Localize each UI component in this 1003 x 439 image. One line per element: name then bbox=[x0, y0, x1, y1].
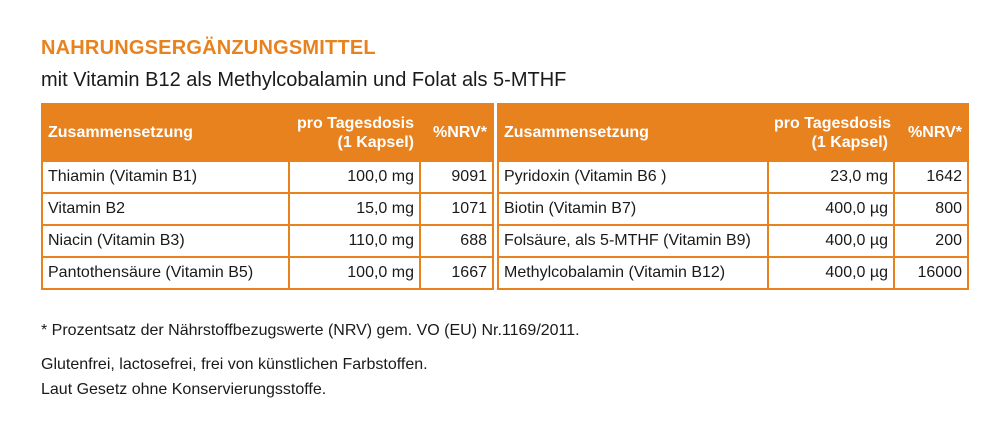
nutrient-dose: 400,0 µg bbox=[767, 192, 895, 226]
table-header-row: Zusammensetzung pro Tagesdosis (1 Kapsel… bbox=[41, 103, 494, 162]
nutrient-name: Pantothensäure (Vitamin B5) bbox=[41, 256, 290, 290]
nutrient-dose: 400,0 µg bbox=[767, 224, 895, 258]
column-header-composition: Zusammensetzung bbox=[497, 103, 769, 162]
column-header-composition: Zusammensetzung bbox=[41, 103, 290, 162]
nutrient-dose: 15,0 mg bbox=[288, 192, 421, 226]
nutrient-dose: 400,0 µg bbox=[767, 256, 895, 290]
nutrient-name: Pyridoxin (Vitamin B6 ) bbox=[497, 160, 769, 194]
nrv-footnote: * Prozentsatz der Nährstoffbezugswerte (… bbox=[41, 322, 580, 339]
nutrient-dose: 100,0 mg bbox=[288, 160, 421, 194]
table-row: Pantothensäure (Vitamin B5) 100,0 mg 166… bbox=[41, 256, 494, 290]
nutrient-dose: 100,0 mg bbox=[288, 256, 421, 290]
page-subtitle: mit Vitamin B12 als Methylcobalamin und … bbox=[41, 69, 567, 91]
capsule-label: (1 Kapsel) bbox=[811, 133, 888, 151]
nutrient-nrv: 200 bbox=[893, 224, 969, 258]
column-header-daily-dose: pro Tagesdosis (1 Kapsel) bbox=[288, 103, 421, 162]
table-row: Niacin (Vitamin B3) 110,0 mg 688 bbox=[41, 224, 494, 258]
nutrient-name: Biotin (Vitamin B7) bbox=[497, 192, 769, 226]
capsule-label: (1 Kapsel) bbox=[337, 133, 414, 151]
notes: * Prozentsatz der Nährstoffbezugswerte (… bbox=[41, 318, 580, 402]
allergen-note: Glutenfrei, lactosefrei, frei von künstl… bbox=[41, 356, 428, 373]
nutrient-name: Methylcobalamin (Vitamin B12) bbox=[497, 256, 769, 290]
column-header-nrv: %NRV* bbox=[893, 103, 969, 162]
preservative-note: Laut Gesetz ohne Konservierungsstoffe. bbox=[41, 381, 327, 398]
table-row: Biotin (Vitamin B7) 400,0 µg 800 bbox=[497, 192, 969, 226]
page-title: NAHRUNGSERGÄNZUNGSMITTEL bbox=[41, 37, 376, 59]
column-header-daily-dose: pro Tagesdosis (1 Kapsel) bbox=[767, 103, 895, 162]
nutrient-nrv: 1667 bbox=[419, 256, 494, 290]
nutrient-nrv: 1642 bbox=[893, 160, 969, 194]
table-row: Folsäure, als 5-MTHF (Vitamin B9) 400,0 … bbox=[497, 224, 969, 258]
nutrient-nrv: 9091 bbox=[419, 160, 494, 194]
nutrient-name: Vitamin B2 bbox=[41, 192, 290, 226]
composition-table-right: Zusammensetzung pro Tagesdosis (1 Kapsel… bbox=[497, 103, 969, 290]
daily-dose-label: pro Tagesdosis bbox=[296, 114, 414, 132]
daily-dose-label: pro Tagesdosis bbox=[774, 114, 892, 132]
table-row: Pyridoxin (Vitamin B6 ) 23,0 mg 1642 bbox=[497, 160, 969, 194]
table-row: Vitamin B2 15,0 mg 1071 bbox=[41, 192, 494, 226]
column-header-nrv: %NRV* bbox=[419, 103, 494, 162]
nutrient-name: Niacin (Vitamin B3) bbox=[41, 224, 290, 258]
nutrient-nrv: 688 bbox=[419, 224, 494, 258]
nutrient-nrv: 1071 bbox=[419, 192, 494, 226]
nutrient-nrv: 16000 bbox=[893, 256, 969, 290]
nutrient-dose: 110,0 mg bbox=[288, 224, 421, 258]
composition-table-left: Zusammensetzung pro Tagesdosis (1 Kapsel… bbox=[41, 103, 494, 290]
nutrient-nrv: 800 bbox=[893, 192, 969, 226]
nutrient-dose: 23,0 mg bbox=[767, 160, 895, 194]
table-row: Methylcobalamin (Vitamin B12) 400,0 µg 1… bbox=[497, 256, 969, 290]
nutrient-name: Folsäure, als 5-MTHF (Vitamin B9) bbox=[497, 224, 769, 258]
table-header-row: Zusammensetzung pro Tagesdosis (1 Kapsel… bbox=[497, 103, 969, 162]
nutrient-name: Thiamin (Vitamin B1) bbox=[41, 160, 290, 194]
table-row: Thiamin (Vitamin B1) 100,0 mg 9091 bbox=[41, 160, 494, 194]
